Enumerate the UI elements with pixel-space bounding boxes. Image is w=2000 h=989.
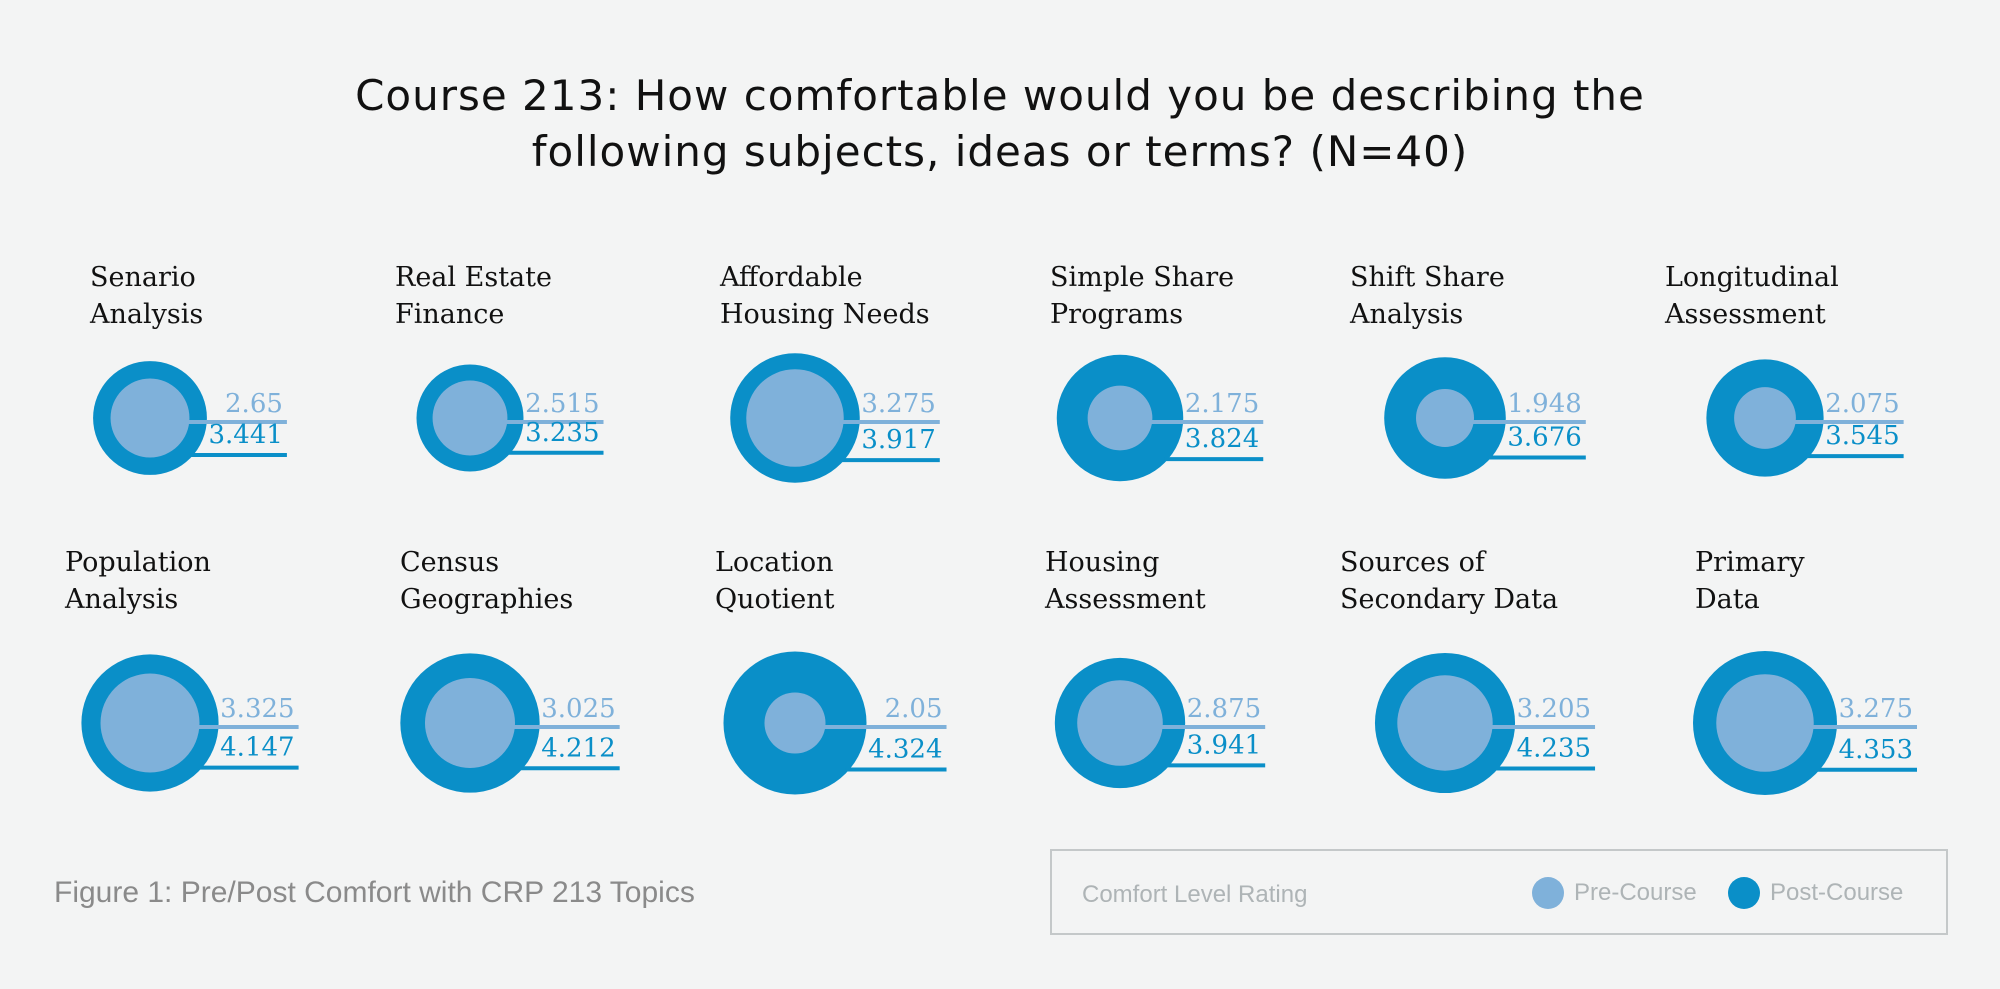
panel-label-census-geographies-line-2: Geographies [400,584,573,615]
pre-course-bubble-real-estate-finance [432,380,508,456]
chart-title-line-1: Course 213: How comfortable would you be… [355,71,1645,120]
pre-course-bubble-primary-data [1716,674,1814,772]
panel-label-simple-share-programs-line-2: Programs [1050,299,1183,330]
panel-label-population-analysis-line-1: Population [65,547,211,578]
panel-label-sources-of-secondary-data-line-2: Secondary Data [1340,584,1558,615]
panel-label-senario-analysis-line-1: Senario [90,262,196,293]
post-course-value-senario-analysis: 3.441 [208,420,282,450]
figure-caption: Figure 1: Pre/Post Comfort with CRP 213 … [54,876,695,909]
legend-dot-pre-course [1532,877,1564,909]
panel-label-simple-share-programs-line-1: Simple Share [1050,262,1234,293]
pre-course-value-affordable-housing-needs: 3.275 [861,389,935,419]
panel-label-census-geographies-line-1: Census [400,547,499,578]
pre-course-value-longitudinal-assessment: 2.075 [1825,389,1899,419]
panel-label-housing-assessment-line-2: Assessment [1044,584,1206,615]
post-course-value-affordable-housing-needs: 3.917 [861,425,935,455]
pre-course-bubble-senario-analysis [110,378,190,458]
pre-course-value-real-estate-finance: 2.515 [525,389,599,419]
pre-course-value-shift-share-analysis: 1.948 [1507,389,1581,419]
panel-label-real-estate-finance-line-2: Finance [395,299,504,330]
post-course-value-housing-assessment: 3.941 [1187,730,1261,760]
panel-label-location-quotient-line-2: Quotient [715,584,835,615]
panel-label-affordable-housing-needs-line-2: Housing Needs [720,299,930,330]
pre-course-bubble-sources-of-secondary-data [1397,675,1493,771]
chart-title: Course 213: How comfortable would you be… [0,68,2000,180]
pre-course-bubble-location-quotient [764,692,826,754]
pre-course-bubble-census-geographies [424,677,516,769]
pre-course-value-senario-analysis: 2.65 [225,389,283,419]
panel-label-shift-share-analysis-line-1: Shift Share [1350,262,1505,293]
legend-item-post-course: Post-Course [1728,875,1903,911]
pre-course-value-location-quotient: 2.05 [885,694,943,724]
panel-label-primary-data-line-2: Data [1695,584,1760,615]
panel-label-housing-assessment-line-1: Housing [1045,547,1159,578]
pre-course-bubble-affordable-housing-needs [746,369,844,467]
panel-label-longitudinal-assessment-line-1: Longitudinal [1665,262,1839,293]
pre-course-bubble-shift-share-analysis [1416,389,1474,447]
legend-label-post-course: Post-Course [1770,879,1904,906]
panel-label-senario-analysis-line-2: Analysis [89,299,203,330]
panel-label-real-estate-finance-line-1: Real Estate [395,262,552,293]
post-course-value-shift-share-analysis: 3.676 [1507,423,1581,453]
pre-course-bubble-population-analysis [100,673,200,773]
panel-label-shift-share-analysis-line-2: Analysis [1349,299,1463,330]
legend-title: Comfort Level Rating [1082,881,1308,908]
chart-title-line-2: following subjects, ideas or terms? (N=4… [531,127,1469,176]
pre-course-value-housing-assessment: 2.875 [1187,694,1261,724]
pre-course-value-simple-share-programs: 2.175 [1185,389,1259,419]
pre-course-value-sources-of-secondary-data: 3.205 [1517,694,1591,724]
post-course-value-primary-data: 4.353 [1839,735,1913,765]
panel-label-affordable-housing-needs-line-1: Affordable [719,262,863,293]
pre-course-bubble-longitudinal-assessment [1734,387,1796,449]
pre-course-bubble-simple-share-programs [1087,385,1153,451]
legend-label-pre-course: Pre-Course [1574,879,1697,906]
post-course-value-sources-of-secondary-data: 4.235 [1517,734,1591,764]
post-course-value-population-analysis: 4.147 [220,733,294,763]
pre-course-value-census-geographies: 3.025 [541,694,615,724]
legend-item-pre-course: Pre-Course [1532,875,1697,911]
pre-course-value-primary-data: 3.275 [1839,694,1913,724]
panel-label-longitudinal-assessment-line-2: Assessment [1664,299,1826,330]
post-course-value-simple-share-programs: 3.824 [1185,424,1259,454]
panel-label-population-analysis-line-2: Analysis [64,584,178,615]
panel-label-sources-of-secondary-data-line-1: Sources of [1340,547,1487,578]
post-course-value-real-estate-finance: 3.235 [525,418,599,448]
panel-label-primary-data-line-1: Primary [1695,547,1805,578]
post-course-value-census-geographies: 4.212 [541,733,615,763]
legend: Comfort Level Rating Pre-Course Post-Cou… [1050,849,1948,935]
legend-dot-post-course [1728,877,1760,909]
post-course-value-longitudinal-assessment: 3.545 [1825,421,1899,451]
panel-label-location-quotient-line-1: Location [715,547,834,578]
pre-course-bubble-housing-assessment [1077,680,1163,766]
post-course-value-location-quotient: 4.324 [868,734,942,764]
pre-course-value-population-analysis: 3.325 [220,694,294,724]
